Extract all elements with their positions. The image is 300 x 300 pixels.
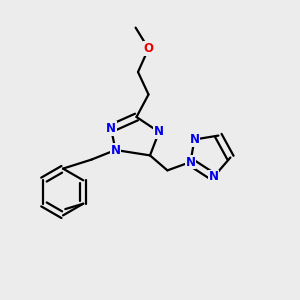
Text: N: N <box>110 143 121 157</box>
Text: O: O <box>143 42 154 55</box>
Text: N: N <box>189 133 200 146</box>
Text: N: N <box>185 155 196 169</box>
Text: N: N <box>208 170 219 184</box>
Text: N: N <box>154 125 164 139</box>
Text: N: N <box>106 122 116 135</box>
